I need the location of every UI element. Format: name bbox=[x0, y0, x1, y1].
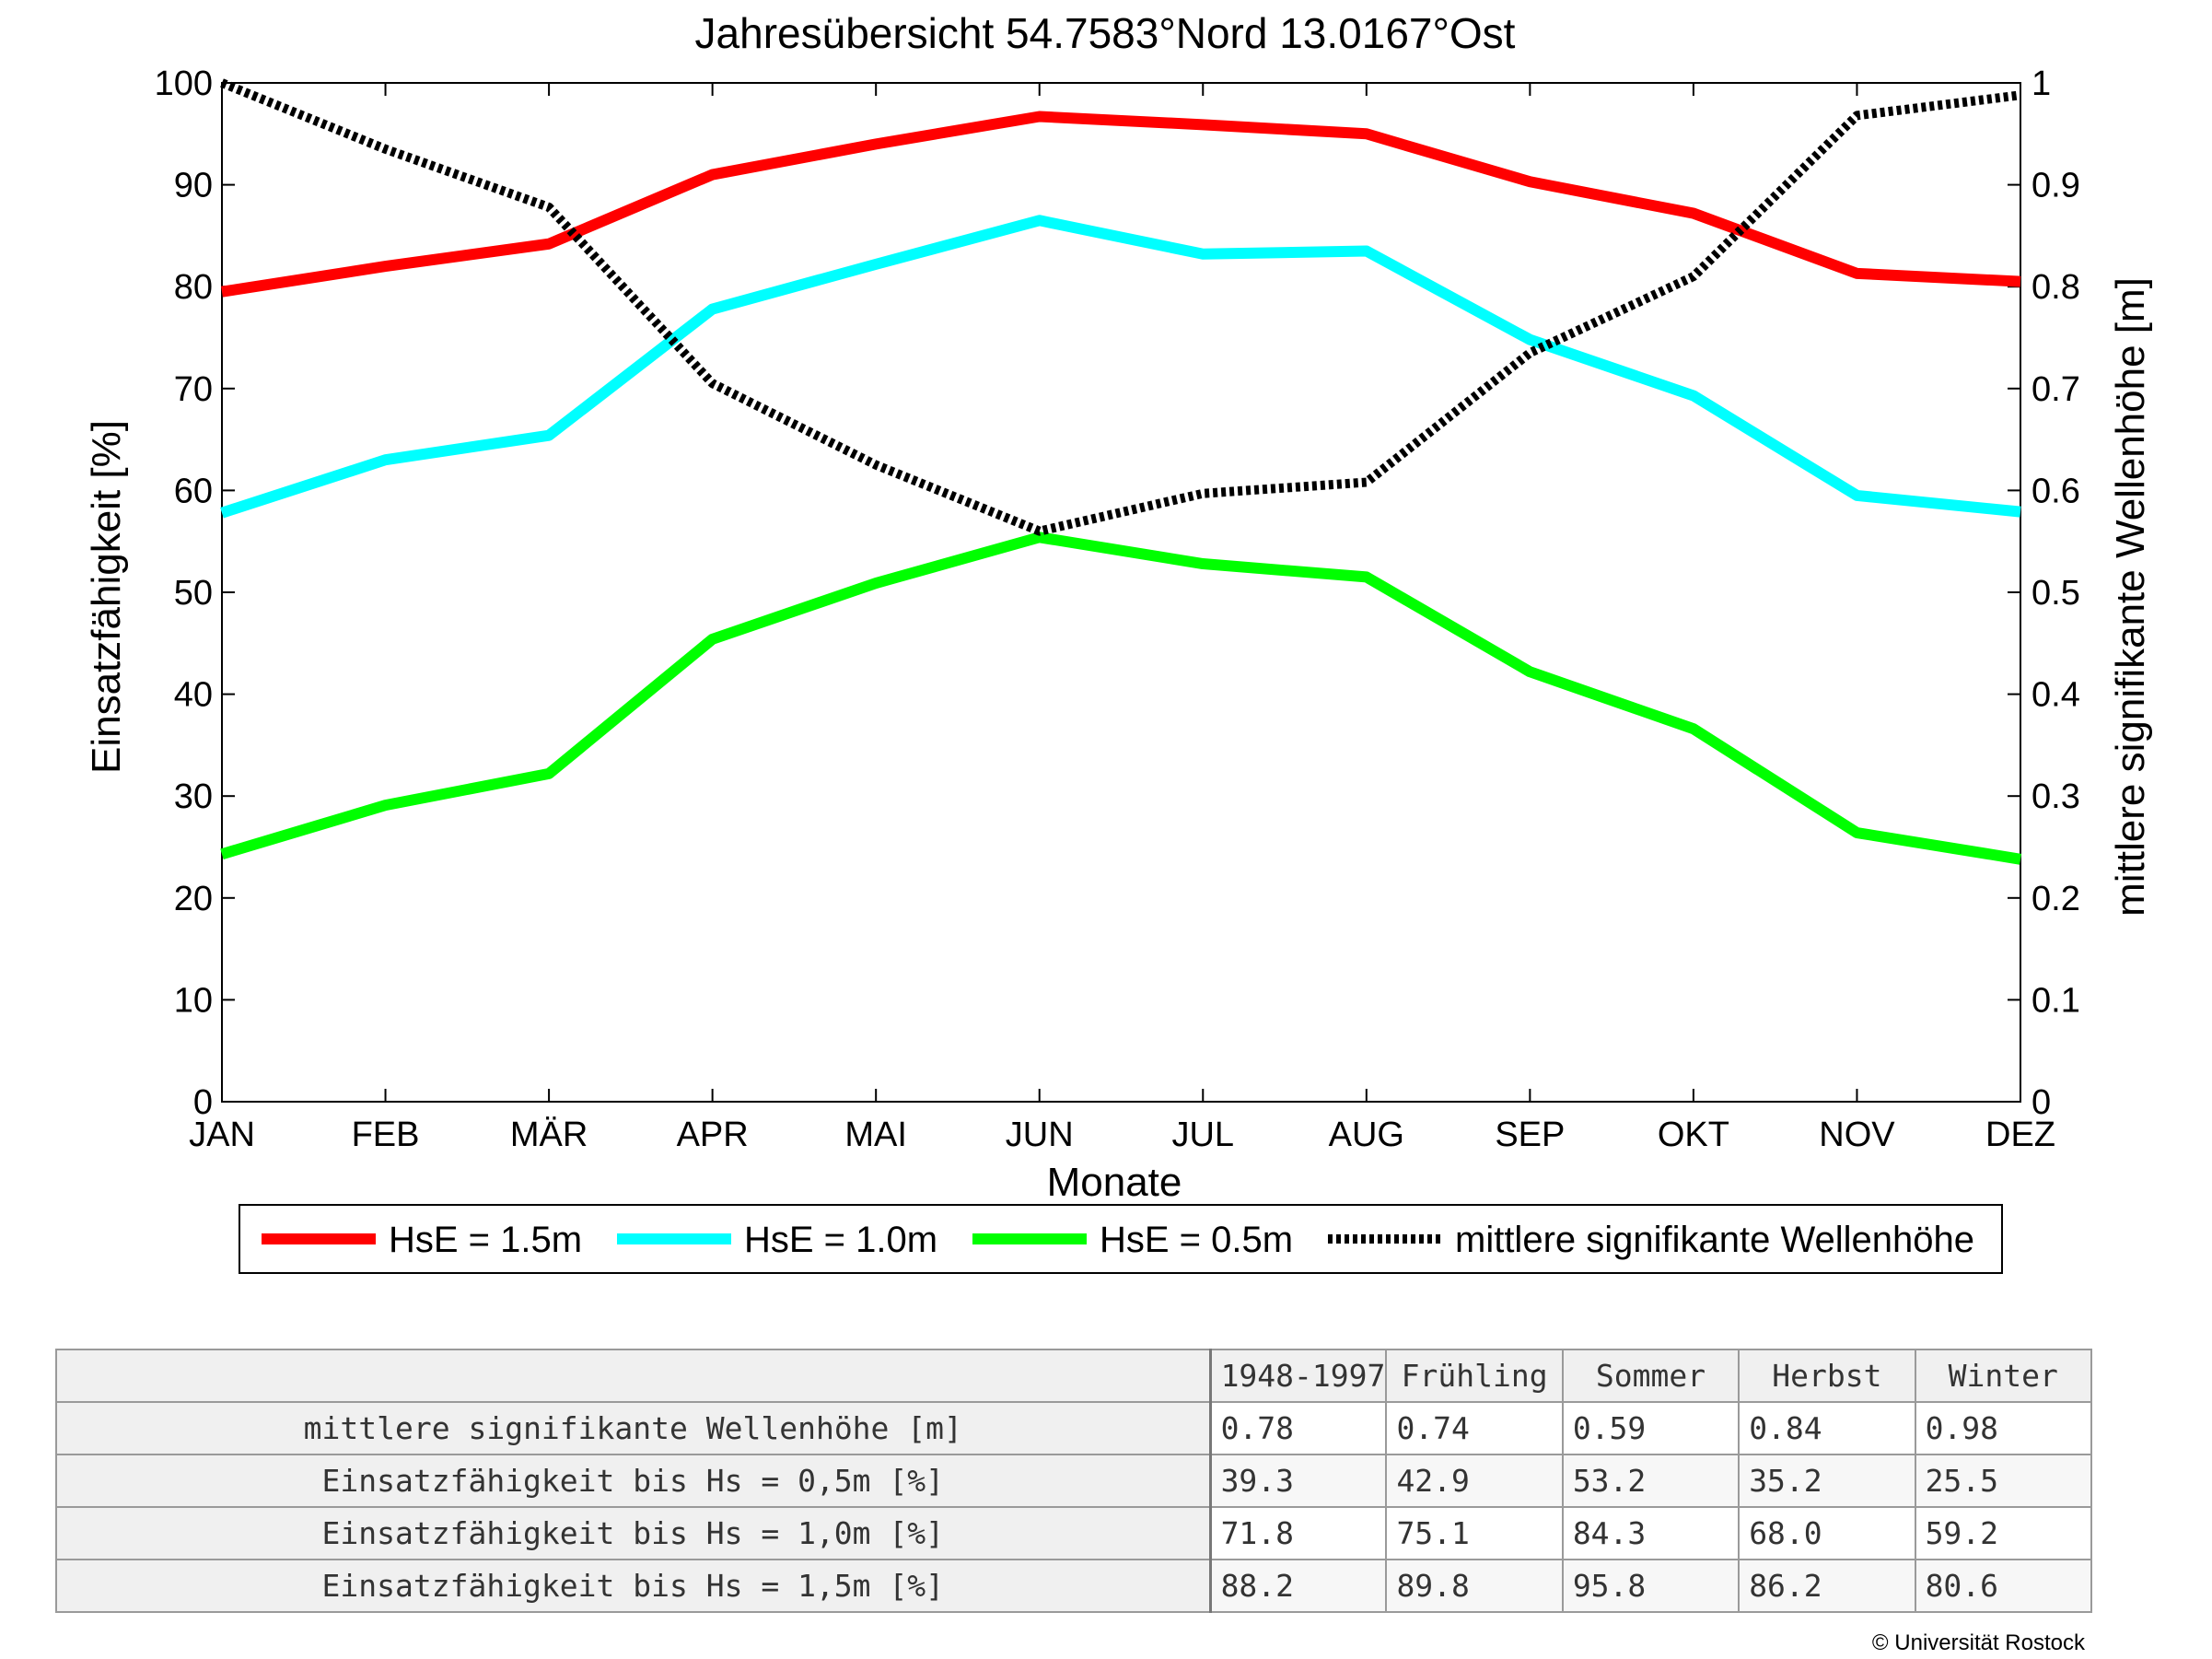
x-tick-label: JAN bbox=[189, 1116, 255, 1154]
y-tick-label: 90 bbox=[174, 167, 213, 205]
copyright-notice: © Universität Rostock bbox=[1871, 1630, 2085, 1655]
table-cell: 95.8 bbox=[1561, 1559, 1740, 1613]
y2-tick-label: 0.8 bbox=[2032, 268, 2080, 307]
y2-tick-label: 0.2 bbox=[2032, 880, 2080, 918]
column-header: Herbst bbox=[1738, 1349, 1916, 1403]
table-cell: 53.2 bbox=[1561, 1454, 1740, 1508]
chart-title: Jahresübersicht 54.7583°Nord 13.0167°Ost bbox=[695, 9, 1516, 57]
x-tick-label: APR bbox=[677, 1116, 749, 1154]
row-label: Einsatzfähigkeit bis Hs = 0,5m [%] bbox=[54, 1454, 1212, 1508]
column-header: Frühling bbox=[1385, 1349, 1564, 1403]
table-header-row: 1948-1997 Frühling Sommer Herbst Winter bbox=[54, 1349, 2093, 1403]
table-cell: 0.98 bbox=[1914, 1401, 2093, 1455]
chart-container: Jahresübersicht 54.7583°Nord 13.0167°Ost… bbox=[84, 9, 2153, 1274]
table-cell: 71.8 bbox=[1209, 1506, 1388, 1560]
table-row: Einsatzfähigkeit bis Hs = 1,5m [%] 88.2 … bbox=[54, 1559, 2093, 1613]
stats-table: 1948-1997 Frühling Sommer Herbst Winter … bbox=[54, 1349, 2093, 1613]
series-line-1 bbox=[220, 215, 2021, 519]
y2-tick-label: 0.7 bbox=[2032, 370, 2080, 409]
y-tick-label: 80 bbox=[174, 268, 213, 307]
y-tick-label: 60 bbox=[174, 472, 213, 510]
legend: HsE = 1.5m HsE = 1.0m HsE = 0.5m mittlere s… bbox=[239, 1204, 2003, 1274]
y-axis-title: Einsatzfähigkeit [%] bbox=[84, 420, 129, 774]
table-cell: 88.2 bbox=[1209, 1559, 1388, 1613]
y-tick-label: 20 bbox=[174, 880, 213, 918]
y-tick-label: 0 bbox=[193, 1083, 213, 1122]
y2-tick-label: 0.9 bbox=[2032, 167, 2080, 205]
y2-tick-label: 0 bbox=[2032, 1083, 2051, 1122]
chart-svg: Jahresübersicht 54.7583°Nord 13.0167°Ost… bbox=[84, 9, 2153, 1274]
row-label: mittlere signifikante Wellenhöhe [m] bbox=[54, 1401, 1212, 1455]
series-line-2 bbox=[220, 532, 2021, 865]
row-label: Einsatzfähigkeit bis Hs = 1,5m [%] bbox=[54, 1559, 1212, 1613]
legend-label: mittlere signifikante Wellenhöhe bbox=[1455, 1220, 1974, 1260]
legend-label: HsE = 1.0m bbox=[744, 1220, 937, 1260]
series-line-0 bbox=[221, 111, 2021, 298]
table-cell: 0.78 bbox=[1209, 1401, 1388, 1455]
y2-tick-label: 0.1 bbox=[2032, 981, 2080, 1020]
table-row: mittlere signifikante Wellenhöhe [m] 0.7… bbox=[54, 1401, 2093, 1455]
x-axis-title: Monate bbox=[1047, 1160, 1182, 1205]
table-cell: 0.84 bbox=[1738, 1401, 1916, 1455]
y-tick-label: 40 bbox=[174, 676, 213, 715]
y2-tick-label: 1 bbox=[2032, 64, 2051, 103]
table-cell: 0.59 bbox=[1561, 1401, 1740, 1455]
y2-axis-title: mittlere signifikante Wellenhöhe [m] bbox=[2108, 277, 2153, 917]
x-tick-label: MAI bbox=[844, 1116, 907, 1154]
y2-tick-label: 0.6 bbox=[2032, 472, 2080, 510]
table-cell: 25.5 bbox=[1914, 1454, 2093, 1508]
table-cell: 39.3 bbox=[1209, 1454, 1388, 1508]
y-tick-label: 30 bbox=[174, 777, 213, 816]
table-cell: 86.2 bbox=[1738, 1559, 1916, 1613]
table-cell: 59.2 bbox=[1914, 1506, 2093, 1560]
column-header: Sommer bbox=[1561, 1349, 1740, 1403]
table-cell: 84.3 bbox=[1561, 1506, 1740, 1560]
table-cell: 42.9 bbox=[1385, 1454, 1564, 1508]
series-line-3 bbox=[220, 78, 2021, 536]
x-tick-label: FEB bbox=[352, 1116, 420, 1154]
x-tick-label: OKT bbox=[1658, 1116, 1729, 1154]
legend-label: HsE = 1.5m bbox=[389, 1220, 582, 1260]
table-row: Einsatzfähigkeit bis Hs = 0,5m [%] 39.3 … bbox=[54, 1454, 2093, 1508]
y2-tick-label: 0.3 bbox=[2032, 777, 2080, 816]
y2-tick-label: 0.5 bbox=[2032, 574, 2080, 613]
table-row: Einsatzfähigkeit bis Hs = 1,0m [%] 71.8 … bbox=[54, 1506, 2093, 1560]
x-tick-label: MÄR bbox=[510, 1116, 588, 1154]
table-cell: 75.1 bbox=[1385, 1506, 1564, 1560]
x-tick-label: NOV bbox=[1819, 1116, 1895, 1154]
y2-tick-label: 0.4 bbox=[2032, 676, 2080, 715]
y-tick-label: 70 bbox=[174, 370, 213, 409]
column-header: Winter bbox=[1914, 1349, 2093, 1403]
legend-box bbox=[239, 1204, 2003, 1274]
table-cell: 89.8 bbox=[1385, 1559, 1564, 1613]
y-tick-label: 10 bbox=[174, 981, 213, 1020]
table-cell: 35.2 bbox=[1738, 1454, 1916, 1508]
row-label: Einsatzfähigkeit bis Hs = 1,0m [%] bbox=[54, 1506, 1212, 1560]
table-cell: 0.74 bbox=[1385, 1401, 1564, 1455]
table-cell: 68.0 bbox=[1738, 1506, 1916, 1560]
x-tick-label: SEP bbox=[1495, 1116, 1565, 1154]
legend-label: HsE = 0.5m bbox=[1100, 1220, 1293, 1260]
column-header: 1948-1997 bbox=[1209, 1349, 1388, 1403]
y-tick-label: 100 bbox=[155, 64, 213, 103]
y-tick-label: 50 bbox=[174, 574, 213, 613]
x-tick-label: DEZ bbox=[1985, 1116, 2055, 1154]
table-corner-cell bbox=[54, 1349, 1212, 1403]
x-tick-label: JUL bbox=[1171, 1116, 1234, 1154]
table-cell: 80.6 bbox=[1914, 1559, 2093, 1613]
x-tick-label: JUN bbox=[1006, 1116, 1074, 1154]
x-tick-label: AUG bbox=[1329, 1116, 1404, 1154]
